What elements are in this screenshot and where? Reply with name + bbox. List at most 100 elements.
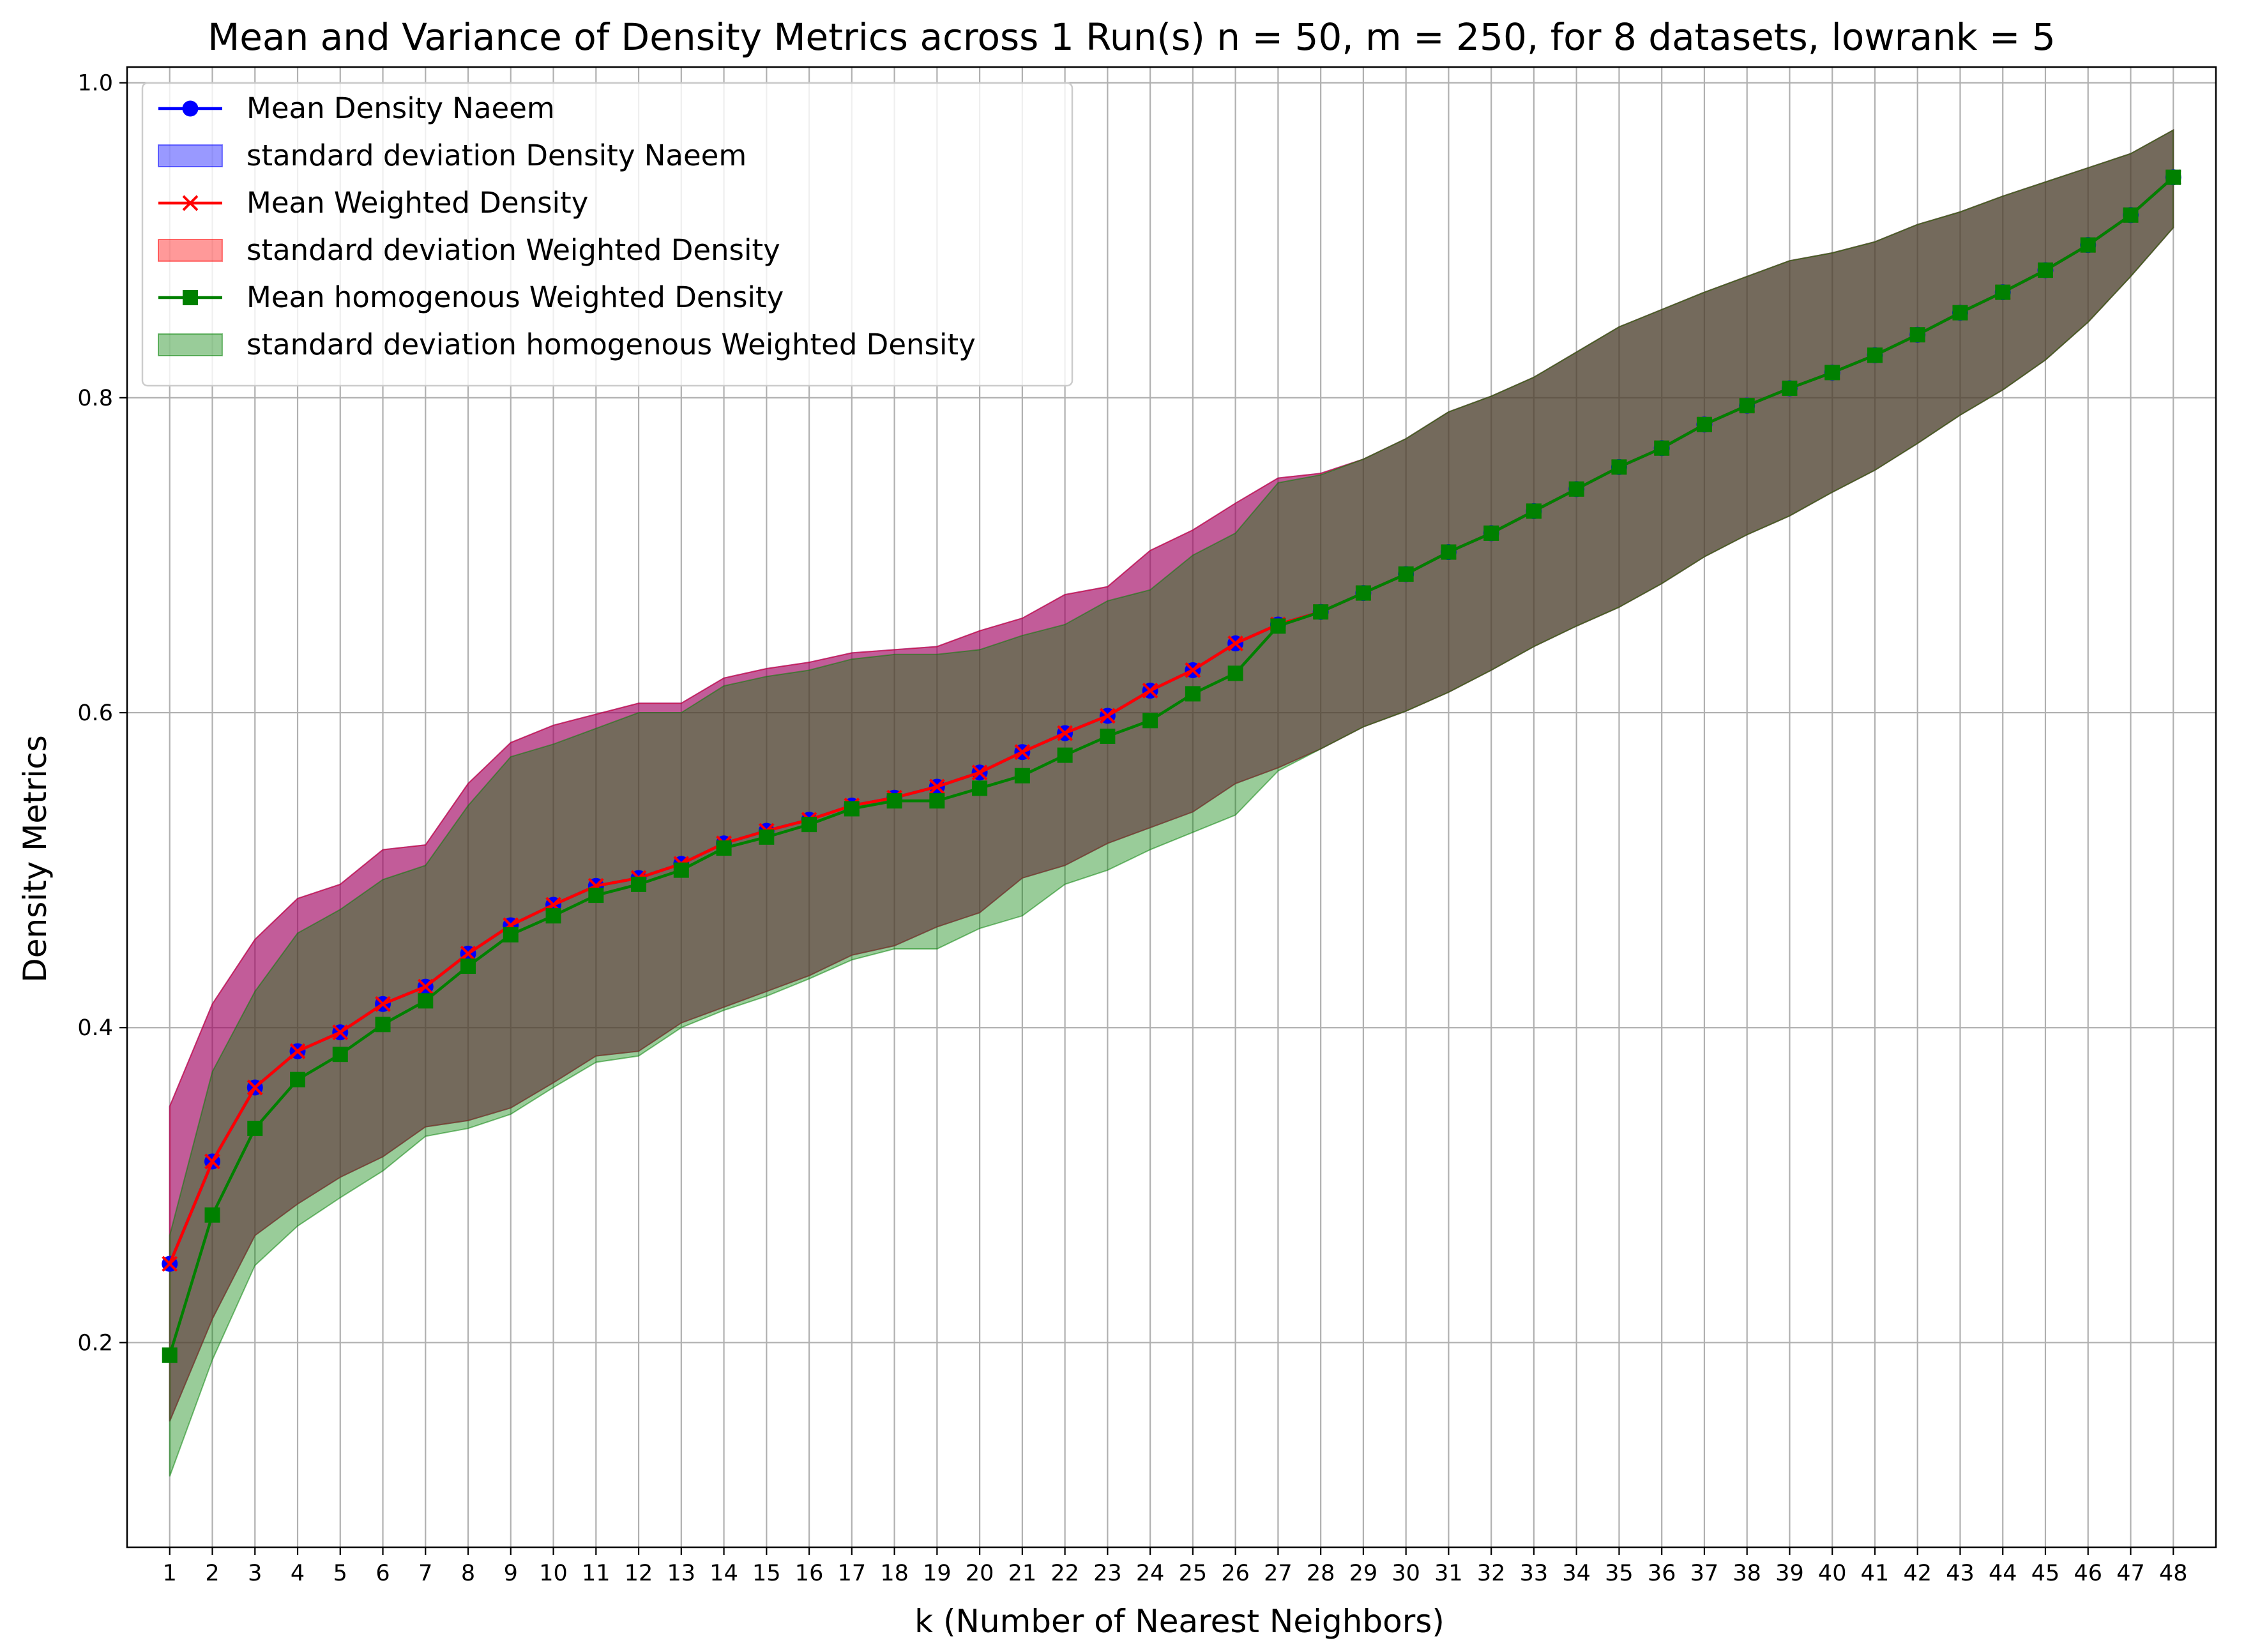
x-tick-label-40: 40 (1818, 1561, 1847, 1586)
x-tick-label-12: 12 (625, 1561, 653, 1586)
point-1-25 (1185, 662, 1201, 678)
point-2-8 (460, 959, 476, 974)
point-1-20 (971, 764, 988, 781)
point-2-32 (1483, 525, 1499, 541)
point-2-28 (1313, 604, 1329, 620)
point-2-13 (673, 862, 689, 878)
point-1-3 (246, 1079, 263, 1096)
x-tick-label-7: 7 (418, 1561, 432, 1586)
point-2-36 (1654, 440, 1670, 456)
point-2-20 (972, 780, 988, 796)
chart-title: Mean and Variance of Density Metrics acr… (208, 15, 2056, 59)
x-tick-label-21: 21 (1008, 1561, 1037, 1586)
x-tick-label-27: 27 (1264, 1561, 1293, 1586)
x-tick-label-17: 17 (838, 1561, 867, 1586)
x-tick-label-34: 34 (1562, 1561, 1591, 1586)
point-1-8 (460, 945, 476, 962)
x-tick-label-13: 13 (667, 1561, 696, 1586)
point-1-19 (929, 778, 945, 795)
point-2-16 (801, 817, 817, 833)
point-2-44 (1995, 284, 2011, 300)
x-tick-label-14: 14 (709, 1561, 738, 1586)
x-tick-label-20: 20 (966, 1561, 994, 1586)
point-2-39 (1782, 381, 1798, 397)
x-tick-label-46: 46 (2074, 1561, 2102, 1586)
point-1-1 (162, 1255, 178, 1272)
point-2-6 (375, 1017, 391, 1033)
point-2-46 (2080, 237, 2096, 253)
point-2-25 (1185, 686, 1201, 702)
x-tick-label-11: 11 (582, 1561, 611, 1586)
point-2-45 (2037, 262, 2053, 278)
x-tick-label-1: 1 (163, 1561, 177, 1586)
legend-swatch-3 (158, 239, 223, 262)
point-2-26 (1227, 665, 1243, 681)
x-tick-label-45: 45 (2031, 1561, 2060, 1586)
point-1-21 (1014, 744, 1031, 761)
legend-label-2: Mean Weighted Density (246, 186, 588, 220)
point-2-14 (716, 840, 732, 856)
point-2-11 (588, 888, 604, 904)
legend-marker-4 (183, 290, 198, 305)
x-tick-label-6: 6 (375, 1561, 390, 1586)
point-2-29 (1355, 585, 1371, 601)
x-tick-label-39: 39 (1775, 1561, 1804, 1586)
legend-swatch-1 (158, 144, 223, 167)
x-tick-label-24: 24 (1136, 1561, 1165, 1586)
point-1-26 (1227, 635, 1244, 651)
x-tick-label-29: 29 (1349, 1561, 1378, 1586)
point-2-5 (332, 1047, 348, 1063)
std-band-2 (169, 128, 2174, 1477)
y-tick-label-0.4: 0.4 (77, 1015, 113, 1041)
point-2-10 (545, 908, 561, 924)
x-tick-label-36: 36 (1648, 1561, 1676, 1586)
x-tick-label-10: 10 (539, 1561, 568, 1586)
point-2-12 (631, 876, 647, 892)
x-tick-label-15: 15 (752, 1561, 781, 1586)
point-1-23 (1099, 708, 1116, 724)
point-1-4 (289, 1043, 306, 1059)
x-tick-label-48: 48 (2159, 1561, 2188, 1586)
legend-swatch-5 (158, 333, 223, 356)
x-tick-label-31: 31 (1434, 1561, 1463, 1586)
y-tick-label-0.6: 0.6 (77, 701, 113, 726)
point-2-18 (886, 793, 902, 809)
point-2-1 (162, 1347, 178, 1363)
x-tick-label-16: 16 (795, 1561, 824, 1586)
point-2-37 (1696, 416, 1712, 432)
point-2-24 (1142, 713, 1158, 729)
x-tick-label-30: 30 (1392, 1561, 1420, 1586)
x-tick-label-35: 35 (1605, 1561, 1634, 1586)
legend-label-1: standard deviation Density Naeem (246, 139, 747, 172)
point-2-9 (503, 927, 519, 943)
y-tick-label-0.8: 0.8 (77, 386, 113, 411)
point-2-33 (1526, 503, 1542, 519)
x-axis-label: k (Number of Nearest Neighbors) (914, 1603, 1445, 1640)
y-tick-label-0.2: 0.2 (77, 1330, 113, 1356)
x-tick-label-33: 33 (1520, 1561, 1549, 1586)
y-axis-label: Density Metrics (17, 735, 54, 982)
point-2-17 (844, 801, 860, 817)
x-tick-label-38: 38 (1733, 1561, 1761, 1586)
point-1-2 (204, 1153, 220, 1170)
point-2-3 (247, 1121, 263, 1137)
x-tick-label-32: 32 (1477, 1561, 1506, 1586)
y-tick-label-1.0: 1.0 (77, 71, 113, 96)
legend-marker-0 (182, 100, 199, 117)
axes-frame (126, 66, 2217, 1549)
point-2-21 (1014, 768, 1030, 784)
x-tick-label-42: 42 (1903, 1561, 1932, 1586)
point-1-5 (332, 1024, 349, 1041)
x-tick-label-43: 43 (1946, 1561, 1975, 1586)
point-2-7 (418, 993, 434, 1009)
legend-label-5: standard deviation homogenous Weighted D… (246, 328, 976, 361)
point-1-7 (417, 978, 434, 995)
point-2-23 (1100, 729, 1116, 745)
x-tick-label-41: 41 (1861, 1561, 1890, 1586)
point-2-41 (1867, 347, 1883, 363)
x-tick-label-3: 3 (248, 1561, 262, 1586)
point-1-24 (1142, 683, 1158, 699)
x-tick-label-25: 25 (1179, 1561, 1208, 1586)
point-2-2 (204, 1207, 220, 1223)
